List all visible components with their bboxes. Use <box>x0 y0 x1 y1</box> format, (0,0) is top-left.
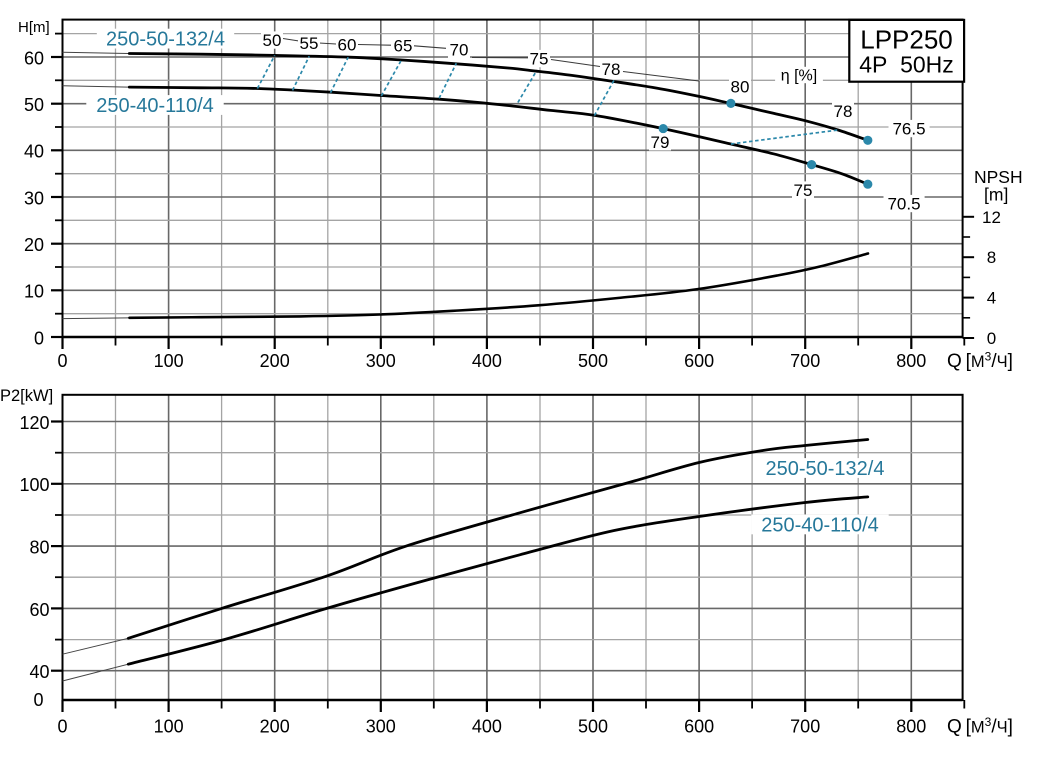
svg-text:250-40-110/4: 250-40-110/4 <box>96 95 214 117</box>
svg-text:75: 75 <box>794 181 813 200</box>
svg-text:70.5: 70.5 <box>887 195 920 214</box>
svg-text:80: 80 <box>731 77 750 96</box>
svg-text:30: 30 <box>24 188 44 208</box>
svg-text:700: 700 <box>790 716 820 736</box>
svg-text:10: 10 <box>24 282 44 302</box>
svg-text:4P 50Hz: 4P 50Hz <box>859 52 954 78</box>
svg-text:120: 120 <box>19 413 49 433</box>
svg-text:300: 300 <box>366 716 396 736</box>
svg-text:20: 20 <box>24 235 44 255</box>
svg-text:78: 78 <box>602 60 621 79</box>
svg-text:0: 0 <box>33 690 43 710</box>
svg-text:100: 100 <box>154 716 184 736</box>
svg-text:600: 600 <box>684 351 714 371</box>
svg-text:0: 0 <box>987 329 996 348</box>
svg-text:0: 0 <box>34 328 44 348</box>
svg-text:80: 80 <box>29 538 49 558</box>
svg-text:50: 50 <box>263 31 282 50</box>
svg-text:60: 60 <box>338 36 357 55</box>
svg-text:Q [М3/Ч]: Q [М3/Ч] <box>947 715 1013 738</box>
svg-text:η [%]: η [%] <box>781 68 817 85</box>
svg-text:70: 70 <box>450 41 469 60</box>
svg-text:4: 4 <box>987 289 996 308</box>
svg-text:200: 200 <box>260 716 290 736</box>
svg-text:Q [М3/Ч]: Q [М3/Ч] <box>947 350 1013 373</box>
svg-text:P2[kW]: P2[kW] <box>0 387 53 405</box>
svg-text:79: 79 <box>651 133 670 152</box>
svg-text:40: 40 <box>29 662 49 682</box>
svg-text:[m]: [m] <box>984 185 1008 205</box>
svg-text:8: 8 <box>987 248 996 267</box>
svg-text:500: 500 <box>578 351 608 371</box>
svg-text:400: 400 <box>472 716 502 736</box>
svg-text:0: 0 <box>57 351 67 371</box>
svg-text:76.5: 76.5 <box>892 120 925 139</box>
svg-text:600: 600 <box>684 716 714 736</box>
svg-text:55: 55 <box>300 34 319 53</box>
svg-text:60: 60 <box>24 48 44 68</box>
svg-text:250-40-110/4: 250-40-110/4 <box>761 515 879 537</box>
svg-text:500: 500 <box>578 716 608 736</box>
svg-text:0: 0 <box>57 716 67 736</box>
svg-text:400: 400 <box>472 351 502 371</box>
svg-text:250-50-132/4: 250-50-132/4 <box>766 458 885 480</box>
svg-text:78: 78 <box>834 102 853 121</box>
svg-text:40: 40 <box>24 142 44 162</box>
svg-text:100: 100 <box>19 475 49 495</box>
svg-text:300: 300 <box>366 351 396 371</box>
svg-text:75: 75 <box>530 50 549 69</box>
svg-text:50: 50 <box>24 95 44 115</box>
svg-text:LPP250: LPP250 <box>860 24 953 54</box>
svg-text:65: 65 <box>394 37 413 56</box>
svg-text:800: 800 <box>896 351 926 371</box>
svg-text:60: 60 <box>29 600 49 620</box>
svg-text:700: 700 <box>790 351 820 371</box>
svg-text:100: 100 <box>154 351 184 371</box>
svg-text:H[m]: H[m] <box>18 19 50 36</box>
svg-text:12: 12 <box>982 208 1001 227</box>
svg-text:250-50-132/4: 250-50-132/4 <box>106 29 225 51</box>
svg-text:800: 800 <box>896 716 926 736</box>
svg-text:200: 200 <box>260 351 290 371</box>
